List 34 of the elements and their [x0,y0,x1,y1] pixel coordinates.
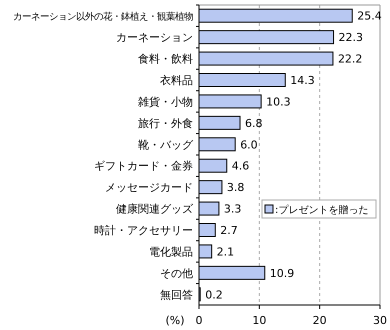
text: 25.4 [357,10,382,23]
y-tick-label: 靴・バッグ [138,138,194,152]
text: 6.0 [240,138,258,152]
y-tick-label: カーネーション [116,31,193,44]
text: 10.9 [270,266,294,280]
y-tick-label: 健康関連グッズ [116,202,194,216]
y-tick-label: 雑貨・小物 [138,95,193,108]
text: 22.3 [338,31,364,44]
x-axis-title: (%) [165,314,185,327]
x-tick-label: 0 [196,314,202,327]
text: 3.3 [224,202,242,216]
text: 6.8 [245,116,263,130]
y-tick-label: ギフトカード・金券 [94,160,193,173]
text: 4.6 [232,160,250,173]
y-tick-label: カーネーション以外の花・鉢植え・観葉植物 [13,12,193,23]
text: 10.3 [266,95,291,108]
y-tick-label: 電化製品 [149,245,193,258]
y-tick-label: 食料・飲料 [138,52,193,66]
y-tick-label: その他 [160,266,193,280]
x-tick-label: 20 [312,314,327,327]
text: 0.2 [205,288,223,302]
y-tick-label: 衣料品 [160,74,193,87]
y-tick-label: 無回答 [160,288,193,302]
y-tick-label: 旅行・外食 [138,116,193,130]
text: 2.1 [216,245,234,258]
y-tick-label: 時計・アクセサリー [94,224,193,237]
text: 22.2 [338,52,362,66]
text: 3.8 [226,181,244,194]
text: 2.7 [220,224,238,237]
legend-label: :プレゼントを贈った [275,204,368,216]
y-tick-label: メッセージカード [105,181,193,194]
text: 14.3 [290,74,315,87]
x-tick-label: 30 [373,314,387,327]
x-tick-label: 10 [252,314,266,327]
